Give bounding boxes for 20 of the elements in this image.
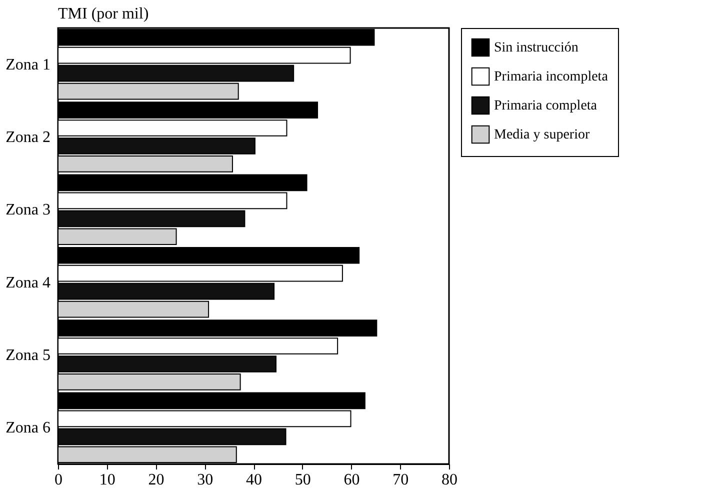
legend-label: Media y superior: [494, 128, 590, 142]
legend-label: Sin instrucción: [494, 40, 578, 56]
x-tick-label: 70: [392, 472, 409, 488]
y-tick-label: Zona 6: [6, 420, 50, 437]
x-tick-label: 20: [148, 472, 164, 488]
y-tick-label: Zona 2: [6, 129, 50, 146]
chart-title: TMI (por mil): [58, 6, 149, 22]
x-tick-label: 10: [99, 472, 116, 488]
x-tick-label: 60: [344, 472, 360, 488]
x-tick-label: 40: [246, 472, 262, 488]
y-tick-label: Zona 5: [6, 347, 50, 364]
legend-label: Primaria completa: [494, 98, 598, 114]
y-tick-label: Zona 3: [6, 202, 50, 219]
y-tick-label: Zona 1: [6, 56, 50, 74]
legend-label: Primaria incompleta: [494, 70, 609, 84]
x-tick-label: 30: [197, 472, 214, 488]
y-tick-label: Zona 4: [6, 274, 50, 292]
x-tick-label: 50: [294, 472, 311, 488]
x-tick-label: 0: [54, 472, 62, 488]
x-tick-label: 80: [442, 472, 458, 488]
